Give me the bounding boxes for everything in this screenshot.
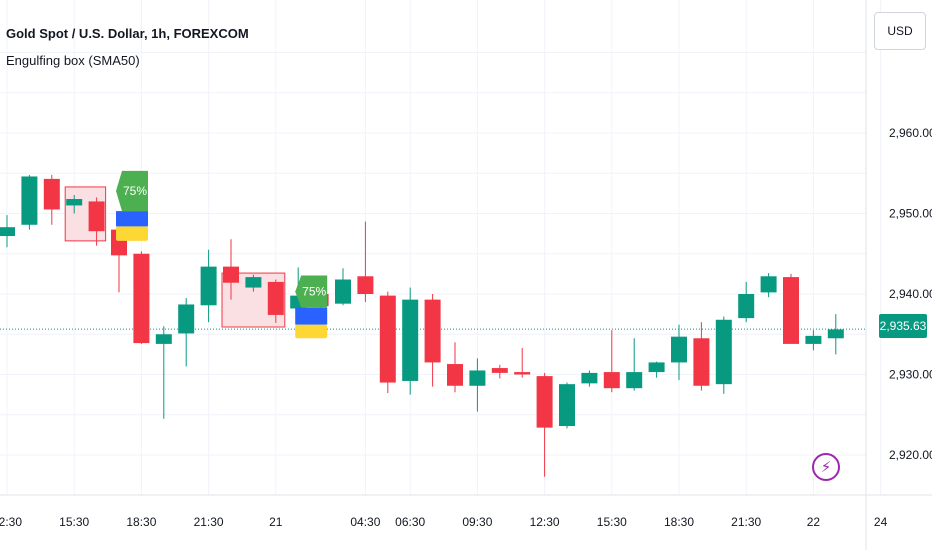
- candle-body: [671, 336, 687, 363]
- candle-body: [581, 372, 598, 384]
- candle-body: [693, 338, 710, 386]
- candles: [0, 174, 844, 477]
- probability-label: 75%: [302, 285, 326, 299]
- x-tick-label: 22: [807, 515, 821, 529]
- candle-body: [200, 266, 217, 306]
- time-axis[interactable]: 12:30 15:30 18:30 21:30 21 04:30 06:30 09:30 12:…: [0, 515, 888, 529]
- candle-body: [43, 178, 60, 210]
- x-tick-label: 21: [269, 515, 283, 529]
- probability-annotations: 75% 75%: [116, 170, 328, 339]
- x-tick-label: 12:30: [0, 515, 22, 529]
- candle-body: [267, 281, 284, 315]
- candle-body: [626, 372, 643, 389]
- candle-body: [402, 299, 419, 381]
- candle-body: [357, 276, 374, 294]
- x-tick-label: 04:30: [350, 515, 380, 529]
- candle-body: [178, 304, 195, 334]
- candle-body: [245, 277, 262, 288]
- candle-body: [536, 376, 553, 428]
- candle-body: [155, 334, 172, 344]
- x-tick-label: 21:30: [194, 515, 224, 529]
- probability-badge: [116, 170, 148, 212]
- candle-body: [469, 370, 486, 386]
- probability-label: 75%: [123, 184, 147, 198]
- candle-body: [379, 295, 396, 383]
- probability-bar-blue: [295, 307, 328, 325]
- x-tick-label: 21:30: [731, 515, 761, 529]
- x-tick-label: 18:30: [664, 515, 694, 529]
- candle-body: [559, 384, 575, 427]
- candle-body: [783, 277, 799, 344]
- candle-body: [223, 266, 239, 283]
- last-price-label: 2,935.63: [879, 314, 927, 338]
- indicator-label[interactable]: Engulfing box (SMA50): [6, 53, 140, 68]
- candle-body: [424, 299, 441, 363]
- candle-body: [715, 319, 732, 385]
- y-tick-label: 2,960.00: [889, 126, 932, 140]
- x-tick-label: 12:30: [530, 515, 560, 529]
- probability-badge: [295, 275, 328, 308]
- candle-body: [827, 329, 844, 339]
- probability-bar-yellow: [295, 324, 328, 339]
- candle-body: [21, 176, 38, 225]
- candle-body: [805, 335, 822, 344]
- x-tick-label: 15:30: [59, 515, 89, 529]
- y-tick-label: 2,940.00: [889, 287, 932, 301]
- y-tick-label: 2,930.00: [889, 368, 932, 382]
- candle-body: [447, 364, 463, 386]
- probability-bar-blue: [116, 211, 148, 227]
- candle-body: [738, 294, 755, 319]
- price-axis[interactable]: 2,960.00 2,950.00 2,940.00 2,930.00 2,920.00: [889, 126, 932, 462]
- candle-body: [760, 276, 777, 293]
- currency-button[interactable]: USD: [874, 12, 926, 50]
- candle-body: [133, 253, 150, 344]
- x-tick-label: 18:30: [126, 515, 156, 529]
- candle-body: [335, 279, 351, 304]
- candle-body: [88, 201, 105, 232]
- y-tick-label: 2,950.00: [889, 207, 932, 221]
- lightning-bolt-icon[interactable]: ⚡︎: [812, 453, 840, 481]
- candle-body: [514, 372, 531, 375]
- x-tick-label: 15:30: [597, 515, 627, 529]
- symbol-title[interactable]: Gold Spot / U.S. Dollar, 1h, FOREXCOM: [6, 26, 249, 41]
- candle-body: [603, 372, 620, 389]
- x-tick-label: 24: [874, 515, 888, 529]
- candle-body: [648, 362, 665, 373]
- x-tick-label: 09:30: [462, 515, 492, 529]
- candle-body: [66, 199, 83, 206]
- candle-body: [0, 227, 15, 237]
- x-tick-label: 06:30: [395, 515, 425, 529]
- candle-body: [491, 368, 508, 373]
- y-tick-label: 2,920.00: [889, 448, 932, 462]
- probability-bar-yellow: [116, 226, 148, 241]
